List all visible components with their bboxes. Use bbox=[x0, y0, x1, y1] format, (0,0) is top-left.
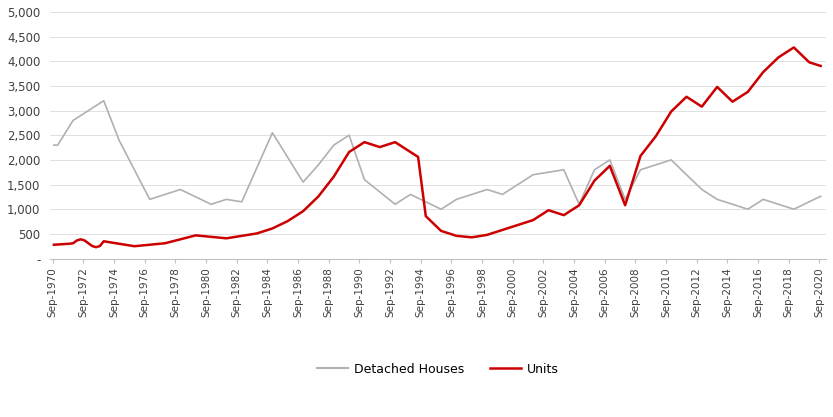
Legend: Detached Houses, Units: Detached Houses, Units bbox=[312, 357, 564, 381]
